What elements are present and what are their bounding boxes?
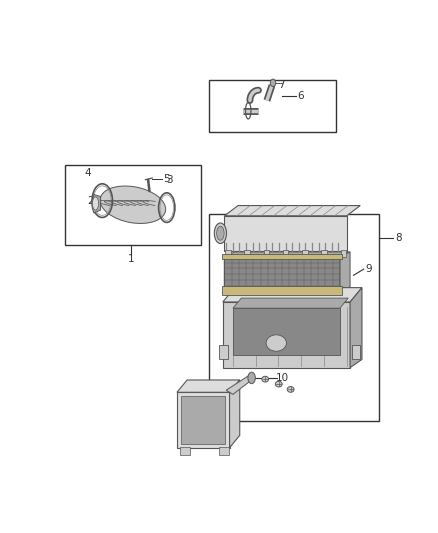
Bar bbox=[244, 250, 250, 257]
Ellipse shape bbox=[266, 335, 286, 351]
Ellipse shape bbox=[262, 376, 268, 382]
Ellipse shape bbox=[270, 79, 276, 86]
Polygon shape bbox=[92, 195, 101, 213]
Text: 5: 5 bbox=[163, 174, 170, 184]
Ellipse shape bbox=[248, 372, 255, 384]
Ellipse shape bbox=[214, 223, 226, 244]
Ellipse shape bbox=[92, 197, 99, 210]
Bar bbox=[321, 250, 327, 257]
Text: 10: 10 bbox=[276, 373, 289, 383]
Text: 2: 2 bbox=[87, 197, 94, 206]
Bar bbox=[219, 447, 229, 455]
Polygon shape bbox=[226, 376, 251, 394]
Polygon shape bbox=[340, 252, 350, 292]
Polygon shape bbox=[224, 216, 346, 251]
Polygon shape bbox=[233, 298, 348, 308]
Polygon shape bbox=[223, 288, 362, 302]
Bar bbox=[224, 257, 340, 292]
Text: 6: 6 bbox=[297, 91, 304, 101]
Polygon shape bbox=[230, 380, 240, 448]
Bar bbox=[209, 80, 336, 132]
Text: 8: 8 bbox=[396, 233, 402, 244]
Text: 4: 4 bbox=[85, 168, 92, 177]
Text: 7: 7 bbox=[278, 80, 284, 90]
Ellipse shape bbox=[287, 386, 294, 392]
Polygon shape bbox=[224, 206, 360, 216]
Bar bbox=[225, 250, 230, 257]
Polygon shape bbox=[350, 288, 362, 368]
Bar bbox=[65, 165, 201, 245]
Polygon shape bbox=[224, 252, 350, 257]
Bar bbox=[283, 250, 288, 257]
Text: 9: 9 bbox=[365, 264, 372, 274]
Text: 3: 3 bbox=[166, 175, 173, 185]
Ellipse shape bbox=[100, 186, 166, 223]
Polygon shape bbox=[223, 286, 342, 295]
Bar bbox=[302, 250, 307, 257]
Bar bbox=[181, 397, 226, 443]
Polygon shape bbox=[177, 380, 240, 392]
Ellipse shape bbox=[217, 227, 224, 240]
Bar bbox=[219, 345, 228, 359]
Text: 1: 1 bbox=[128, 254, 134, 264]
Bar bbox=[341, 250, 346, 257]
Bar bbox=[233, 308, 340, 356]
Bar bbox=[352, 345, 360, 359]
Ellipse shape bbox=[276, 381, 282, 387]
Bar bbox=[209, 214, 379, 421]
Bar bbox=[180, 447, 190, 455]
Polygon shape bbox=[223, 254, 342, 260]
Bar bbox=[177, 392, 230, 448]
Bar bbox=[264, 250, 269, 257]
Bar bbox=[223, 302, 350, 368]
